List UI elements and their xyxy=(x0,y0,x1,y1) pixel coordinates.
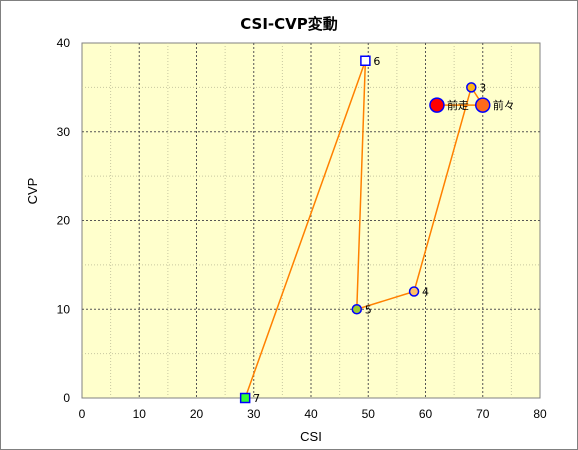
data-point-label: 4 xyxy=(422,286,429,299)
data-point-label: 前々 xyxy=(493,98,515,112)
y-tick-label: 40 xyxy=(57,36,71,50)
x-tick-label: 60 xyxy=(419,407,433,421)
x-tick-label: 80 xyxy=(533,407,547,421)
x-tick-label: 40 xyxy=(304,407,318,421)
data-point xyxy=(360,55,371,66)
x-tick-label: 0 xyxy=(79,407,86,421)
y-tick-label: 30 xyxy=(57,125,71,139)
data-point xyxy=(351,304,363,315)
data-point xyxy=(408,286,420,297)
x-tick-label: 30 xyxy=(247,407,261,421)
data-point xyxy=(429,97,445,113)
data-point-label: 前走 xyxy=(447,98,469,112)
data-point xyxy=(239,392,251,404)
data-point-label: 7 xyxy=(253,392,260,405)
x-tick-label: 70 xyxy=(476,407,490,421)
data-point-label: 5 xyxy=(365,303,372,316)
x-tick-label: 20 xyxy=(190,407,204,421)
y-tick-label: 20 xyxy=(57,214,71,228)
x-tick-label: 50 xyxy=(362,407,376,421)
y-tick-label: 10 xyxy=(57,302,71,316)
point-labels: 前走 前々 3 4 5 6 7 xyxy=(253,55,515,405)
y-tick-label: 0 xyxy=(63,391,70,405)
data-point xyxy=(466,82,477,93)
x-tick-label: 10 xyxy=(133,407,147,421)
tick-labels: 0 10 20 30 40 50 60 70 80 0 10 20 30 40 xyxy=(57,36,547,421)
data-point xyxy=(475,97,491,113)
y-axis-title: CVP xyxy=(25,178,40,205)
data-point-label: 3 xyxy=(479,81,486,94)
data-points xyxy=(239,55,491,404)
chart-title: CSI-CVP変動 xyxy=(240,15,338,33)
data-point-label: 6 xyxy=(373,55,380,68)
grid-lines xyxy=(82,43,540,398)
x-axis-title: CSI xyxy=(300,429,322,444)
